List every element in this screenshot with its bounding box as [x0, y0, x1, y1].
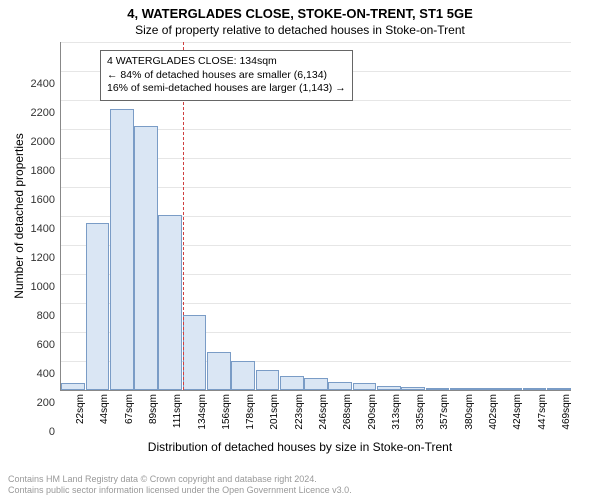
histogram-bar [304, 378, 328, 390]
y-tick-label: 2400 [15, 78, 55, 90]
x-tick-label: 223sqm [294, 394, 305, 444]
histogram-bar [377, 386, 401, 390]
y-tick-label: 600 [15, 339, 55, 351]
y-tick-label: 2200 [15, 107, 55, 119]
y-tick-label: 1600 [15, 194, 55, 206]
x-tick-label: 335sqm [415, 394, 426, 444]
x-tick-label: 134sqm [197, 394, 208, 444]
histogram-bar [353, 383, 377, 390]
x-tick-label: 44sqm [99, 394, 110, 444]
y-tick-label: 800 [15, 310, 55, 322]
x-tick-label: 156sqm [221, 394, 232, 444]
x-tick-label: 313sqm [391, 394, 402, 444]
y-tick-label: 0 [15, 426, 55, 438]
legend-line: ← 84% of detached houses are smaller (6,… [107, 69, 346, 83]
x-tick-label: 290sqm [367, 394, 378, 444]
histogram-bar [450, 388, 474, 390]
legend-line: 16% of semi-detached houses are larger (… [107, 82, 346, 96]
histogram-bar [183, 315, 207, 390]
histogram-bar [498, 388, 522, 390]
histogram-bar [256, 370, 280, 390]
x-tick-label: 424sqm [512, 394, 523, 444]
histogram-bar [426, 388, 450, 390]
histogram-bar [328, 382, 352, 390]
x-tick-label: 67sqm [124, 394, 135, 444]
histogram-bar [207, 352, 231, 390]
legend-line: 4 WATERGLADES CLOSE: 134sqm [107, 55, 346, 69]
footer-line-1: Contains HM Land Registry data © Crown c… [8, 474, 352, 485]
x-tick-label: 178sqm [245, 394, 256, 444]
histogram-bar [231, 361, 255, 390]
histogram-bar [86, 223, 110, 390]
gridline [61, 42, 571, 43]
x-tick-label: 89sqm [148, 394, 159, 444]
histogram-bar [474, 388, 498, 390]
histogram-bar [523, 388, 547, 390]
histogram-bar [134, 126, 158, 390]
footer-attribution: Contains HM Land Registry data © Crown c… [8, 474, 352, 496]
x-tick-label: 402sqm [488, 394, 499, 444]
histogram-bar [547, 388, 571, 390]
chart-area: Number of detached properties 4 WATERGLA… [60, 42, 570, 390]
histogram-bar [280, 376, 304, 391]
histogram-bar [158, 215, 182, 390]
page-subtitle: Size of property relative to detached ho… [0, 21, 600, 37]
x-tick-label: 111sqm [172, 394, 183, 444]
y-tick-label: 400 [15, 368, 55, 380]
chart-container: 4, WATERGLADES CLOSE, STOKE-ON-TRENT, ST… [0, 0, 600, 500]
histogram-bar [61, 383, 85, 390]
chart-legend: 4 WATERGLADES CLOSE: 134sqm← 84% of deta… [100, 50, 353, 101]
footer-line-2: Contains public sector information licen… [8, 485, 352, 496]
x-tick-label: 447sqm [537, 394, 548, 444]
y-tick-label: 2000 [15, 136, 55, 148]
x-axis-label: Distribution of detached houses by size … [0, 440, 600, 454]
y-tick-label: 1400 [15, 223, 55, 235]
x-tick-label: 201sqm [269, 394, 280, 444]
x-tick-label: 22sqm [75, 394, 86, 444]
histogram-bar [110, 109, 134, 390]
y-tick-label: 200 [15, 397, 55, 409]
y-tick-label: 1000 [15, 281, 55, 293]
x-tick-label: 469sqm [561, 394, 572, 444]
y-tick-label: 1800 [15, 165, 55, 177]
x-tick-label: 357sqm [439, 394, 450, 444]
x-tick-label: 246sqm [318, 394, 329, 444]
x-tick-label: 268sqm [342, 394, 353, 444]
page-title: 4, WATERGLADES CLOSE, STOKE-ON-TRENT, ST… [0, 0, 600, 21]
y-tick-label: 1200 [15, 252, 55, 264]
x-tick-label: 380sqm [464, 394, 475, 444]
histogram-bar [401, 387, 425, 390]
